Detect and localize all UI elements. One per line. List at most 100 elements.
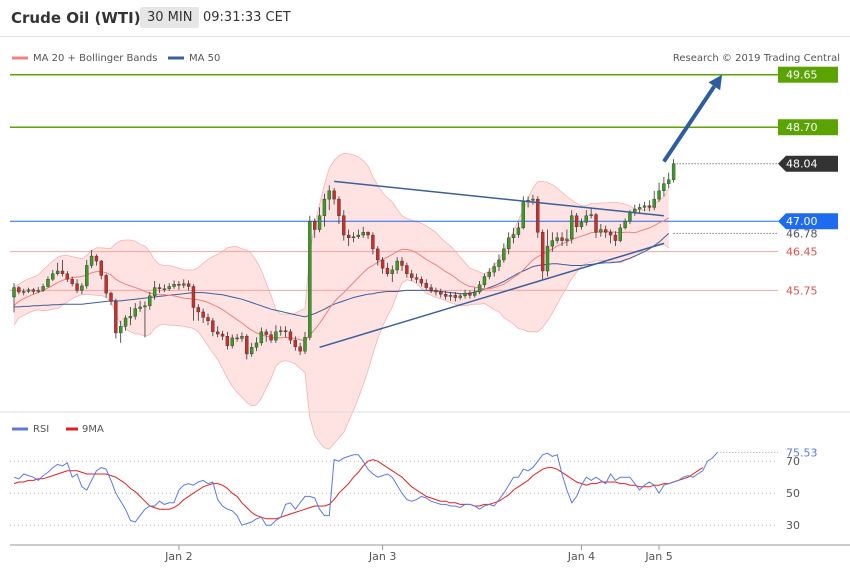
candle <box>613 231 618 247</box>
candle <box>550 232 555 252</box>
credit-text: Research © 2019 Trading Central <box>673 53 840 64</box>
candle <box>298 342 302 356</box>
candle <box>410 269 414 281</box>
resistance-tag <box>778 119 838 136</box>
candle-body <box>570 215 574 240</box>
resistance-tag <box>778 66 838 83</box>
candle-body <box>283 330 288 333</box>
candle <box>283 326 288 338</box>
candle-body <box>342 215 346 236</box>
candle-body <box>128 316 133 319</box>
candle <box>201 308 205 323</box>
candle <box>351 232 356 243</box>
candle-body <box>104 275 108 294</box>
candle-body <box>380 259 385 269</box>
candle <box>206 313 210 326</box>
candle <box>419 276 424 287</box>
candle-body <box>240 336 244 339</box>
candle <box>439 288 443 298</box>
legend-label-ma50: MA 50 <box>189 53 220 64</box>
timeframe-button[interactable]: 30 MIN <box>140 7 200 28</box>
candle <box>249 342 254 357</box>
candle-body <box>51 273 55 280</box>
candle-body <box>536 198 540 233</box>
candle <box>303 331 307 354</box>
price-levels <box>10 73 838 291</box>
candle <box>308 215 312 341</box>
bollinger-band <box>13 152 670 450</box>
candle <box>647 200 652 212</box>
candle-body <box>80 285 84 291</box>
candle-body <box>652 198 656 208</box>
candle-body <box>599 229 603 233</box>
candle <box>487 268 491 280</box>
candle <box>380 257 385 274</box>
candle-body <box>565 238 569 241</box>
candle <box>448 292 453 301</box>
candle <box>196 304 201 321</box>
candle <box>371 232 375 255</box>
candle <box>584 210 588 226</box>
candle-body <box>443 294 448 297</box>
candle <box>376 246 380 266</box>
candle-body <box>327 190 331 200</box>
candle-body <box>594 214 598 233</box>
candle <box>17 285 21 295</box>
moving-averages <box>13 217 670 342</box>
candle <box>473 287 477 298</box>
candle <box>468 290 472 299</box>
candle <box>99 259 104 280</box>
rsi-tick-label: 30 <box>786 519 800 532</box>
candle-body <box>458 295 462 298</box>
candle-body <box>118 326 123 334</box>
candle <box>114 298 118 339</box>
candle-body <box>439 291 443 295</box>
last-price-tag-label: 48.04 <box>786 158 818 171</box>
candle <box>511 227 516 244</box>
candle-body <box>516 227 521 235</box>
candle <box>637 203 642 213</box>
candle-body <box>279 330 283 333</box>
candle <box>215 326 220 338</box>
candle <box>332 188 336 205</box>
candle <box>162 284 167 293</box>
candle <box>26 287 31 294</box>
candle <box>186 280 191 291</box>
candle-body <box>31 289 36 292</box>
candle <box>342 210 346 241</box>
candle <box>623 218 627 230</box>
candle-body <box>17 287 21 293</box>
candle <box>346 229 351 247</box>
candle-body <box>259 331 264 344</box>
candle <box>458 293 462 300</box>
candle <box>245 334 249 360</box>
candle-body <box>211 320 215 333</box>
candle-body <box>424 282 428 288</box>
candle <box>172 280 176 289</box>
trendlines <box>319 74 723 349</box>
candle <box>269 330 273 343</box>
ma50-value-label: 46.78 <box>786 227 818 240</box>
candle-body <box>186 283 191 287</box>
candle-body <box>637 207 642 210</box>
candle-body <box>55 270 60 274</box>
rsi-grid: 30 50 70 <box>10 455 800 532</box>
candle <box>89 249 94 269</box>
candle-body <box>123 317 128 327</box>
candle-body <box>65 273 70 280</box>
candle <box>322 193 327 227</box>
candle-body <box>671 163 676 180</box>
candle-body <box>298 346 302 352</box>
candle <box>545 229 550 277</box>
candle-body <box>157 287 162 289</box>
candle-body <box>351 236 356 239</box>
candle-body <box>322 198 327 216</box>
candle-body <box>220 333 225 337</box>
candle <box>60 259 65 277</box>
candle-body <box>361 232 365 236</box>
candle <box>516 222 521 238</box>
time-tick-label: Jan 3 <box>368 550 396 563</box>
candle-body <box>502 248 506 261</box>
